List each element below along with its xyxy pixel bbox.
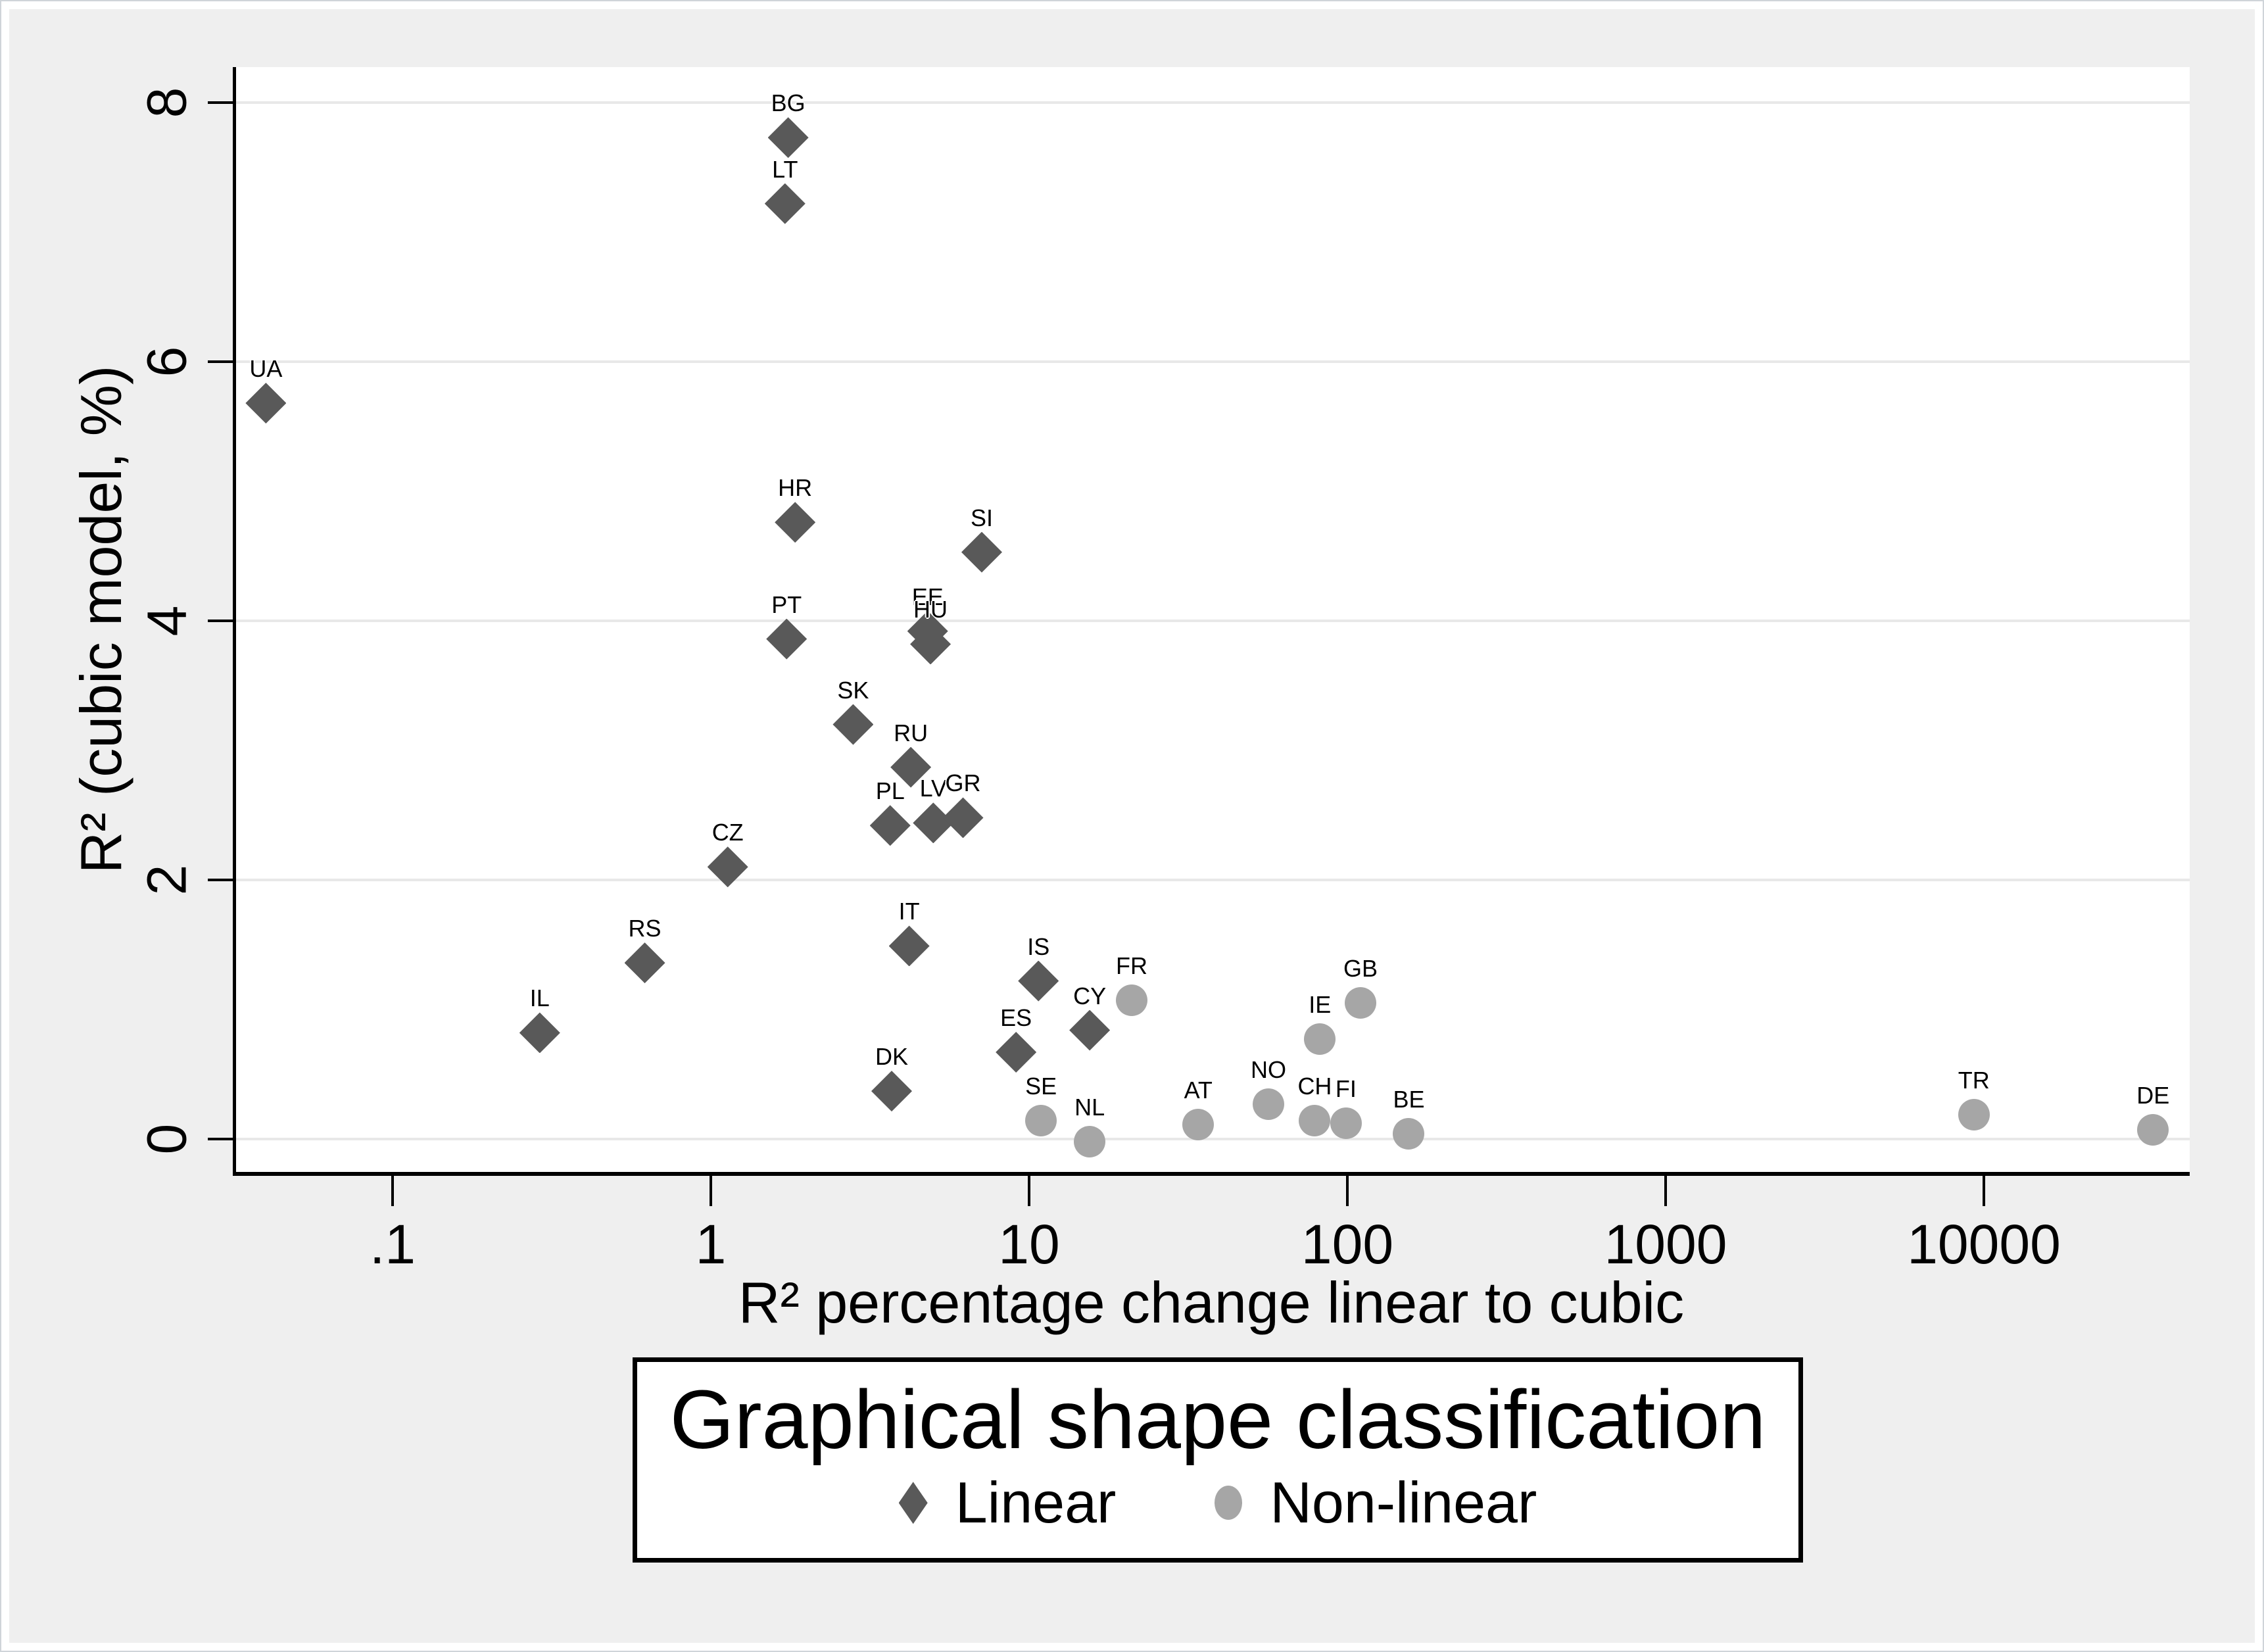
point-label: BG (771, 89, 806, 117)
point-label: UA (249, 355, 283, 383)
point-label: ES (1000, 1004, 1032, 1031)
data-point-circle (1330, 1107, 1362, 1140)
point-label: GB (1343, 955, 1378, 983)
legend-item-non-linear: Non-linear (1215, 1474, 1537, 1532)
point-label: HR (778, 474, 813, 502)
point-label: NO (1250, 1056, 1286, 1083)
point-label: CY (1073, 982, 1107, 1009)
y-tick-label: 0 (135, 1123, 198, 1155)
y-tick-mark (208, 879, 233, 881)
y-tick-mark (208, 101, 233, 104)
y-tick-label: 4 (135, 605, 198, 637)
y-gridline (236, 879, 2190, 881)
y-tick-mark (208, 360, 233, 363)
point-label: SE (1025, 1073, 1057, 1100)
point-label: PL (875, 777, 905, 805)
y-tick-label: 8 (135, 87, 198, 118)
legend-title: Graphical shape classification (669, 1373, 1766, 1466)
x-tick-label: 1 (695, 1213, 727, 1275)
point-label: IE (1309, 991, 1332, 1019)
point-label: LV (919, 775, 947, 802)
point-label: IS (1027, 933, 1050, 960)
data-point-circle (1252, 1088, 1284, 1120)
x-tick-label: .1 (369, 1213, 416, 1275)
point-label: EE (911, 583, 944, 610)
y-tick-label: 2 (135, 864, 198, 896)
y-gridline (236, 360, 2190, 363)
x-axis-line (233, 1172, 2190, 1176)
data-point-circle (1074, 1125, 1106, 1157)
x-tick-label: 10 (998, 1213, 1060, 1275)
x-tick-label: 100 (1301, 1213, 1394, 1275)
x-tick-label: 10000 (1907, 1213, 2061, 1275)
y-axis-line (233, 67, 236, 1176)
point-label: PT (771, 591, 802, 618)
x-tick-mark (1346, 1176, 1349, 1206)
data-point-circle (1958, 1098, 1990, 1130)
point-label: FI (1335, 1075, 1357, 1103)
x-tick-mark (1983, 1176, 1985, 1206)
data-point-circle (1299, 1105, 1331, 1137)
x-tick-label: 1000 (1604, 1213, 1727, 1275)
legend-items: Linear Non-linear (898, 1470, 1537, 1536)
legend-item-linear: Linear (898, 1470, 1117, 1536)
point-label: DE (2136, 1082, 2170, 1109)
point-label: AT (1184, 1077, 1213, 1104)
point-label: DK (875, 1043, 909, 1071)
point-label: LT (772, 155, 798, 183)
y-axis-title: R² (cubic model, %) (68, 365, 133, 874)
x-tick-mark (1028, 1176, 1030, 1206)
point-label: NL (1074, 1093, 1105, 1121)
point-label: FR (1115, 952, 1147, 980)
point-label: HU (913, 596, 948, 623)
x-axis-title: R² percentage change linear to cubic (738, 1270, 1685, 1335)
data-point-circle (2137, 1114, 2169, 1146)
x-tick-mark (391, 1176, 394, 1206)
point-label: IT (898, 898, 920, 925)
legend: Graphical shape classification Linear No… (633, 1357, 1803, 1563)
legend-item-label: Non-linear (1270, 1470, 1537, 1536)
point-label: BE (1393, 1086, 1425, 1113)
point-label: SI (970, 504, 994, 531)
data-point-circle (1182, 1109, 1215, 1141)
y-gridline (236, 101, 2190, 104)
y-gridline (236, 1138, 2190, 1140)
data-point-circle (1393, 1118, 1425, 1150)
point-label: RU (894, 719, 928, 746)
point-label: RS (628, 915, 662, 942)
data-point-circle (1025, 1105, 1057, 1137)
y-tick-mark (208, 620, 233, 622)
point-label: CH (1297, 1073, 1332, 1100)
y-tick-label: 6 (135, 346, 198, 377)
point-label: GR (945, 769, 981, 797)
point-label: TR (1958, 1066, 1990, 1094)
diamond-marker-icon (898, 1482, 928, 1524)
data-point-circle (1345, 987, 1377, 1019)
legend-item-label: Linear (955, 1470, 1117, 1536)
x-tick-mark (710, 1176, 712, 1206)
point-label: SK (837, 676, 869, 704)
point-label: CZ (711, 819, 744, 846)
y-tick-mark (208, 1138, 233, 1140)
y-gridline (236, 620, 2190, 622)
data-point-circle (1304, 1023, 1336, 1056)
point-label: IL (529, 984, 550, 1012)
x-tick-mark (1664, 1176, 1667, 1206)
circle-marker-icon (1215, 1486, 1243, 1520)
data-point-circle (1115, 984, 1147, 1017)
